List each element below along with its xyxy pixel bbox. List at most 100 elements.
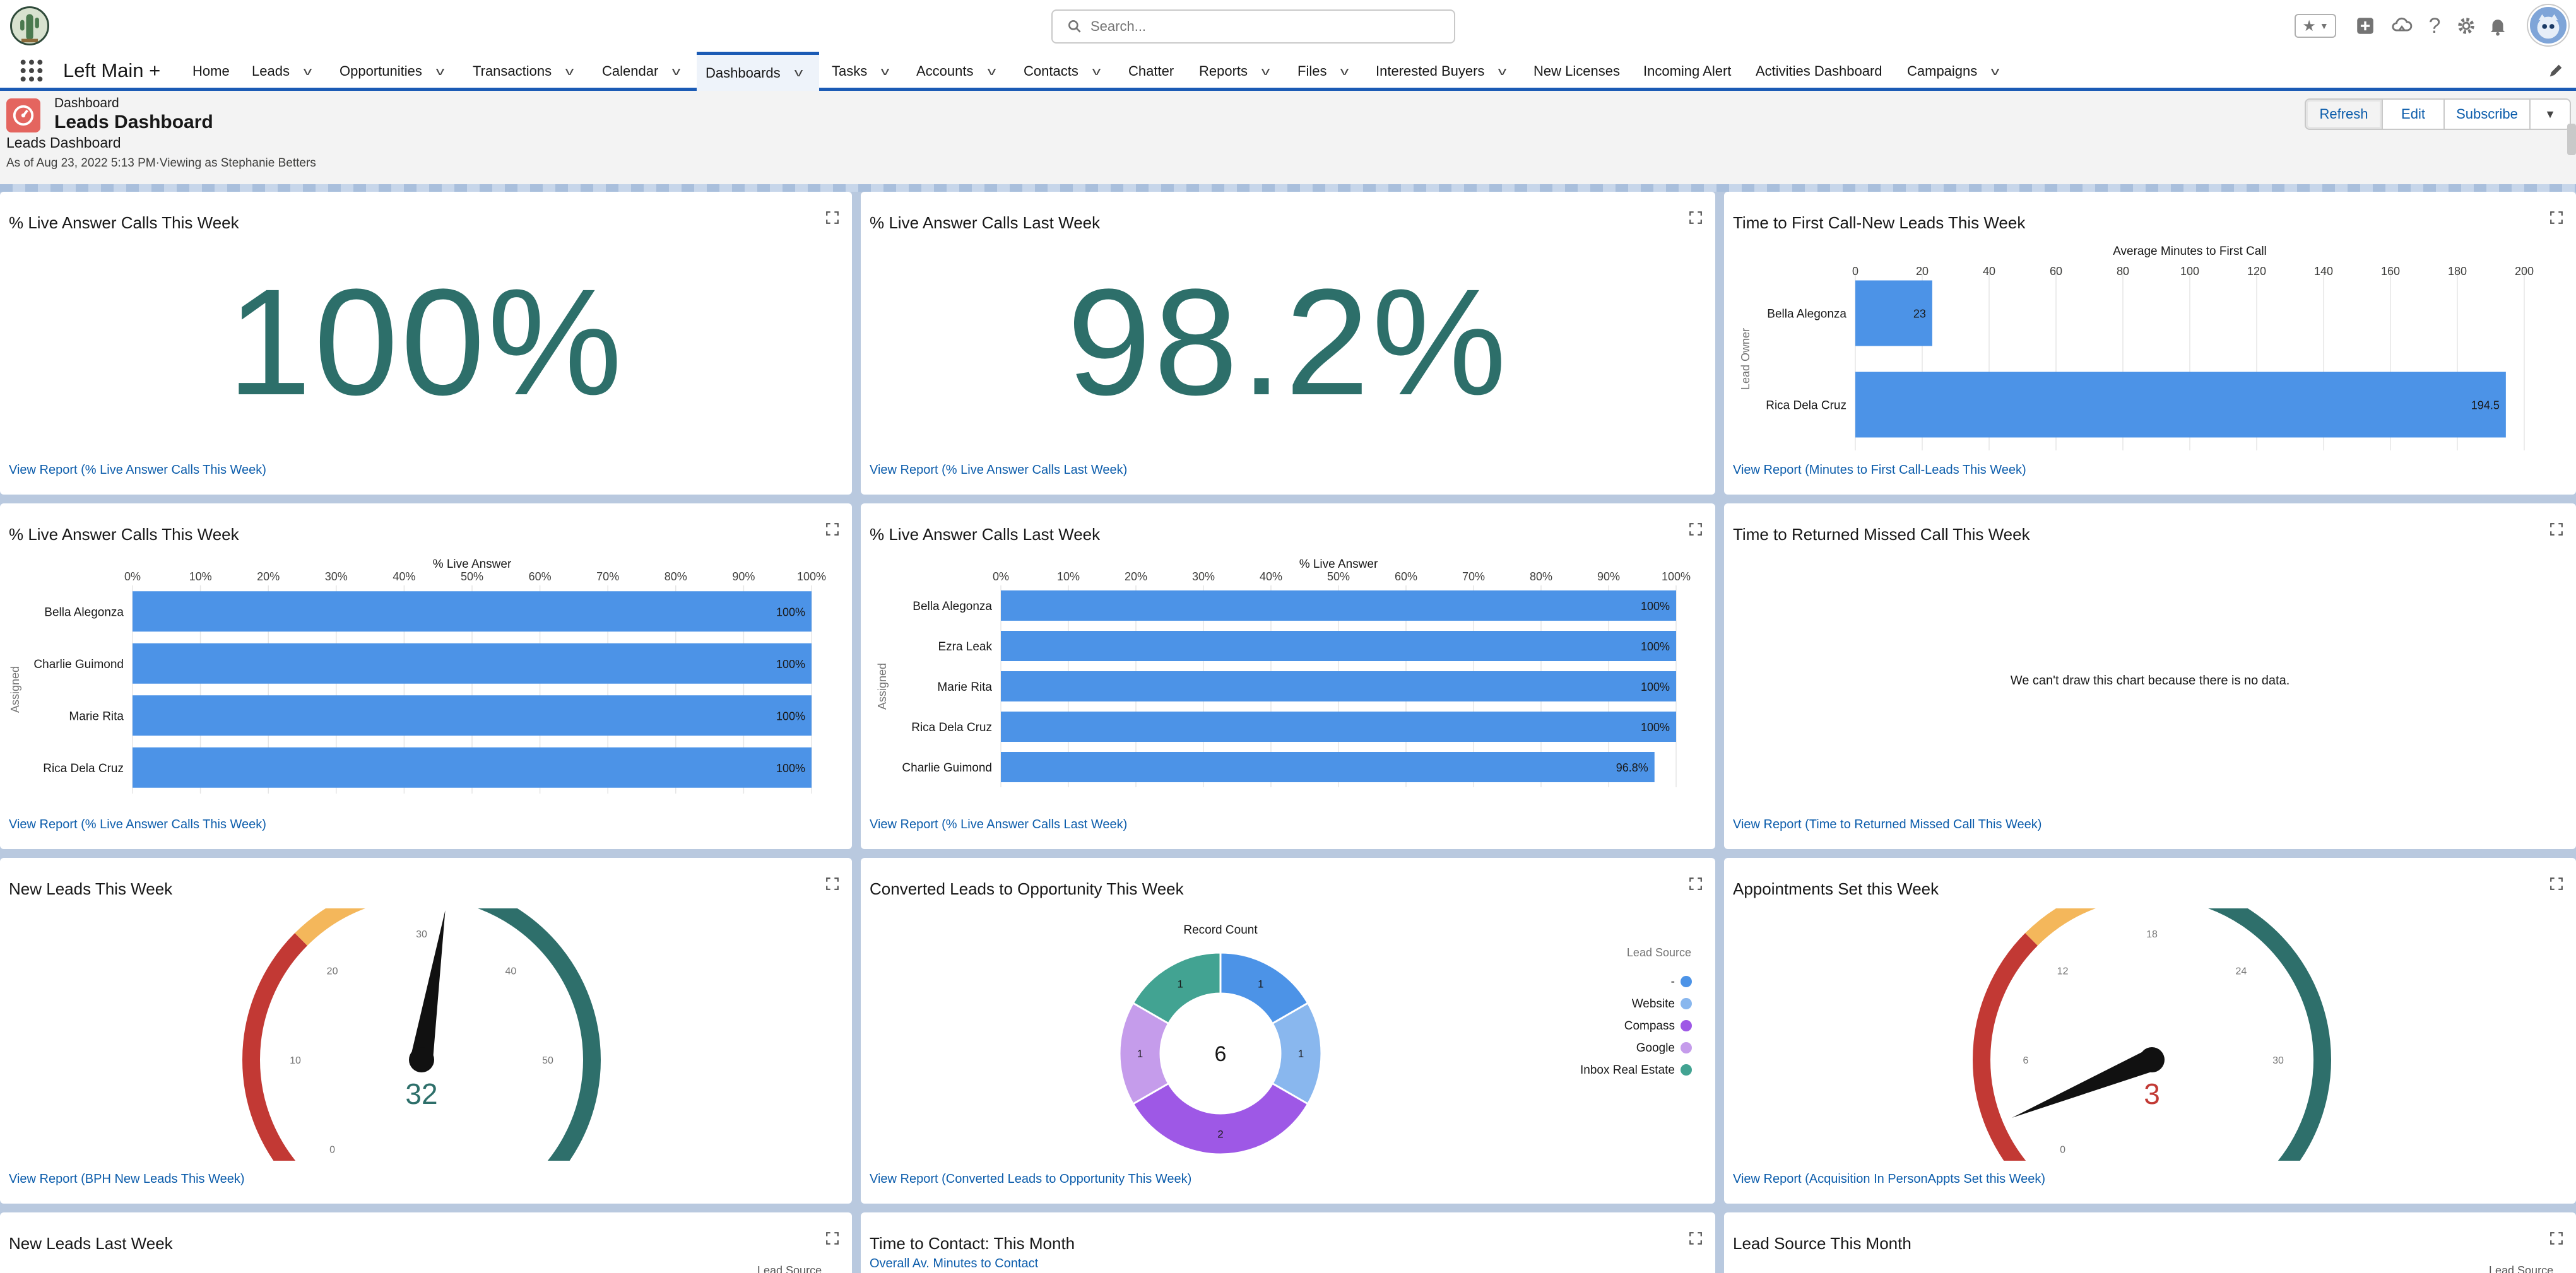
donut-slice (1131, 951, 1222, 1025)
trailhead-icon[interactable] (2389, 13, 2414, 38)
card-title: % Live Answer Calls Last Week (870, 525, 1101, 544)
nav-label: Chatter (1128, 63, 1174, 79)
nav-item-new-licenses[interactable]: New Licenses (1525, 52, 1629, 91)
nav-item-home[interactable]: Home (184, 52, 239, 91)
bar (1855, 280, 1932, 346)
app-launcher-waffle-icon[interactable] (19, 58, 44, 83)
nav-item-chatter[interactable]: Chatter (1120, 52, 1183, 91)
expand-icon[interactable] (2549, 522, 2563, 536)
expand-icon[interactable] (2549, 1231, 2563, 1245)
gauge-band (478, 908, 601, 1161)
nav-item-incoming-alert[interactable]: Incoming Alert (1634, 52, 1740, 91)
gauge-card-new-leads-this-week: New Leads This Week 0 10 20 30 40 50 32 View R… (0, 858, 852, 1204)
org-logo[interactable] (10, 6, 49, 45)
card-title: Time to First Call-New Leads This Week (1733, 213, 2026, 232)
nav-label: Activities Dashboard (1756, 63, 1882, 79)
category-label: Charlie Guimond (902, 761, 992, 775)
data-label: 100% (1641, 681, 1670, 693)
global-search-input[interactable]: Search... (1051, 9, 1455, 44)
donut-chart-converted-leads: Record Count 1 1 2 1 1 6 Lead Source - Website Com… (1118, 924, 1692, 1156)
chevron-down-icon[interactable]: v (881, 64, 890, 78)
expand-icon[interactable] (825, 877, 839, 891)
gauge-tick-label: 30 (416, 929, 427, 940)
view-report-link[interactable]: View Report (Time to Returned Missed Cal… (1733, 818, 2042, 831)
chevron-down-icon[interactable]: v (1261, 64, 1270, 78)
metric-value: 98.2% (1066, 257, 1510, 426)
card-title: Lead Source This Month (1733, 1234, 1911, 1253)
chart-title: % Live Answer (433, 558, 512, 571)
nav-item-interested-buyers[interactable]: Interested Buyers v (1367, 52, 1514, 91)
expand-icon[interactable] (1689, 211, 1703, 225)
slice-data-label: 1 (1178, 978, 1183, 990)
favorites-icon[interactable]: ★ ▼ (2295, 14, 2336, 38)
x-tick-label: 200 (2515, 265, 2534, 278)
nav-item-contacts[interactable]: Contacts v (1015, 52, 1108, 91)
edit-button[interactable]: Edit (2382, 98, 2445, 130)
nav-item-accounts[interactable]: Accounts v (907, 52, 1003, 91)
chevron-down-icon[interactable]: v (1991, 64, 2000, 78)
setup-gear-icon[interactable] (2454, 13, 2479, 38)
nav-item-dashboards[interactable]: Dashboards v (697, 52, 819, 91)
nav-item-activities-dashboard[interactable]: Activities Dashboard (1747, 52, 1891, 91)
more-actions-dropdown[interactable]: ▼ (2529, 98, 2571, 130)
expand-icon[interactable] (825, 211, 839, 225)
chevron-down-icon[interactable]: v (987, 64, 996, 78)
chevron-down-icon[interactable]: v (1092, 64, 1101, 78)
nav-item-opportunities[interactable]: Opportunities v (331, 52, 452, 91)
add-icon[interactable] (2353, 13, 2378, 38)
view-report-link[interactable]: View Report (% Live Answer Calls Last We… (870, 818, 1128, 831)
refresh-button[interactable]: Refresh (2305, 98, 2383, 130)
chevron-down-icon[interactable]: v (435, 64, 445, 78)
chart-card-returned-missed-call: Time to Returned Missed Call This Week W… (1724, 503, 2576, 849)
edit-nav-pencil-icon[interactable] (2547, 62, 2565, 79)
data-label: 100% (776, 658, 805, 671)
breadcrumb[interactable]: Dashboard (54, 96, 119, 110)
data-label: 100% (776, 606, 805, 618)
nav-item-campaigns[interactable]: Campaigns v (1898, 52, 2007, 91)
scrollbar[interactable] (2567, 124, 2576, 155)
chevron-down-icon[interactable]: v (565, 64, 574, 78)
category-label: Marie Rita (69, 710, 124, 723)
nav-item-files[interactable]: Files v (1289, 52, 1356, 91)
nav-item-leads[interactable]: Leads v (243, 52, 319, 91)
view-report-link[interactable]: View Report (% Live Answer Calls This We… (9, 818, 266, 831)
gauge-band (1973, 933, 2038, 1161)
chart-card-live-answer-last-week: % Live Answer Calls Last Week % Live Ans… (861, 503, 1715, 849)
chevron-down-icon[interactable]: v (303, 64, 312, 78)
expand-icon[interactable] (1689, 522, 1703, 536)
slice-data-label: 1 (1137, 1048, 1143, 1060)
chevron-down-icon[interactable]: v (1340, 64, 1349, 78)
expand-icon[interactable] (2549, 877, 2563, 891)
gauge-tick-label: 0 (2060, 1144, 2065, 1155)
nav-item-tasks[interactable]: Tasks v (823, 52, 897, 91)
card-subtitle: Overall Av. Minutes to Contact (870, 1257, 1039, 1270)
expand-icon[interactable] (825, 522, 839, 536)
help-icon[interactable]: ? (2428, 13, 2441, 38)
nav-item-transactions[interactable]: Transactions v (464, 52, 581, 91)
expand-icon[interactable] (1689, 877, 1703, 891)
view-report-link[interactable]: View Report (Converted Leads to Opportun… (870, 1172, 1192, 1186)
x-tick-label: 20 (1916, 265, 1929, 278)
view-report-link[interactable]: View Report (BPH New Leads This Week) (9, 1172, 245, 1186)
nav-label: Files (1297, 63, 1327, 79)
view-report-link[interactable]: View Report (% Live Answer Calls Last We… (870, 463, 1128, 477)
notifications-bell-icon[interactable] (2485, 13, 2510, 38)
nav-item-reports[interactable]: Reports v (1190, 52, 1277, 91)
expand-icon[interactable] (2549, 211, 2563, 225)
expand-icon[interactable] (1689, 1231, 1703, 1245)
user-avatar[interactable] (2528, 5, 2568, 45)
view-report-link[interactable]: View Report (Acquisition In PersonAppts … (1733, 1172, 2046, 1186)
x-tick-label: 60% (1395, 570, 1417, 583)
gauge-appointments-set: 0 6 12 18 24 30 3 (1973, 908, 2331, 1161)
chevron-down-icon[interactable]: v (672, 64, 681, 78)
chevron-down-icon[interactable]: v (1498, 64, 1507, 78)
donut-total: 6 (1215, 1042, 1227, 1066)
chevron-down-icon[interactable]: v (794, 66, 803, 79)
nav-item-calendar[interactable]: Calendar v (593, 52, 688, 91)
view-report-link[interactable]: View Report (Minutes to First Call-Leads… (1733, 463, 2026, 477)
subscribe-button[interactable]: Subscribe (2443, 98, 2531, 130)
bar (1855, 372, 2506, 438)
view-report-link[interactable]: View Report (% Live Answer Calls This We… (9, 463, 266, 477)
expand-icon[interactable] (825, 1231, 839, 1245)
nav-label: Calendar (602, 63, 659, 79)
